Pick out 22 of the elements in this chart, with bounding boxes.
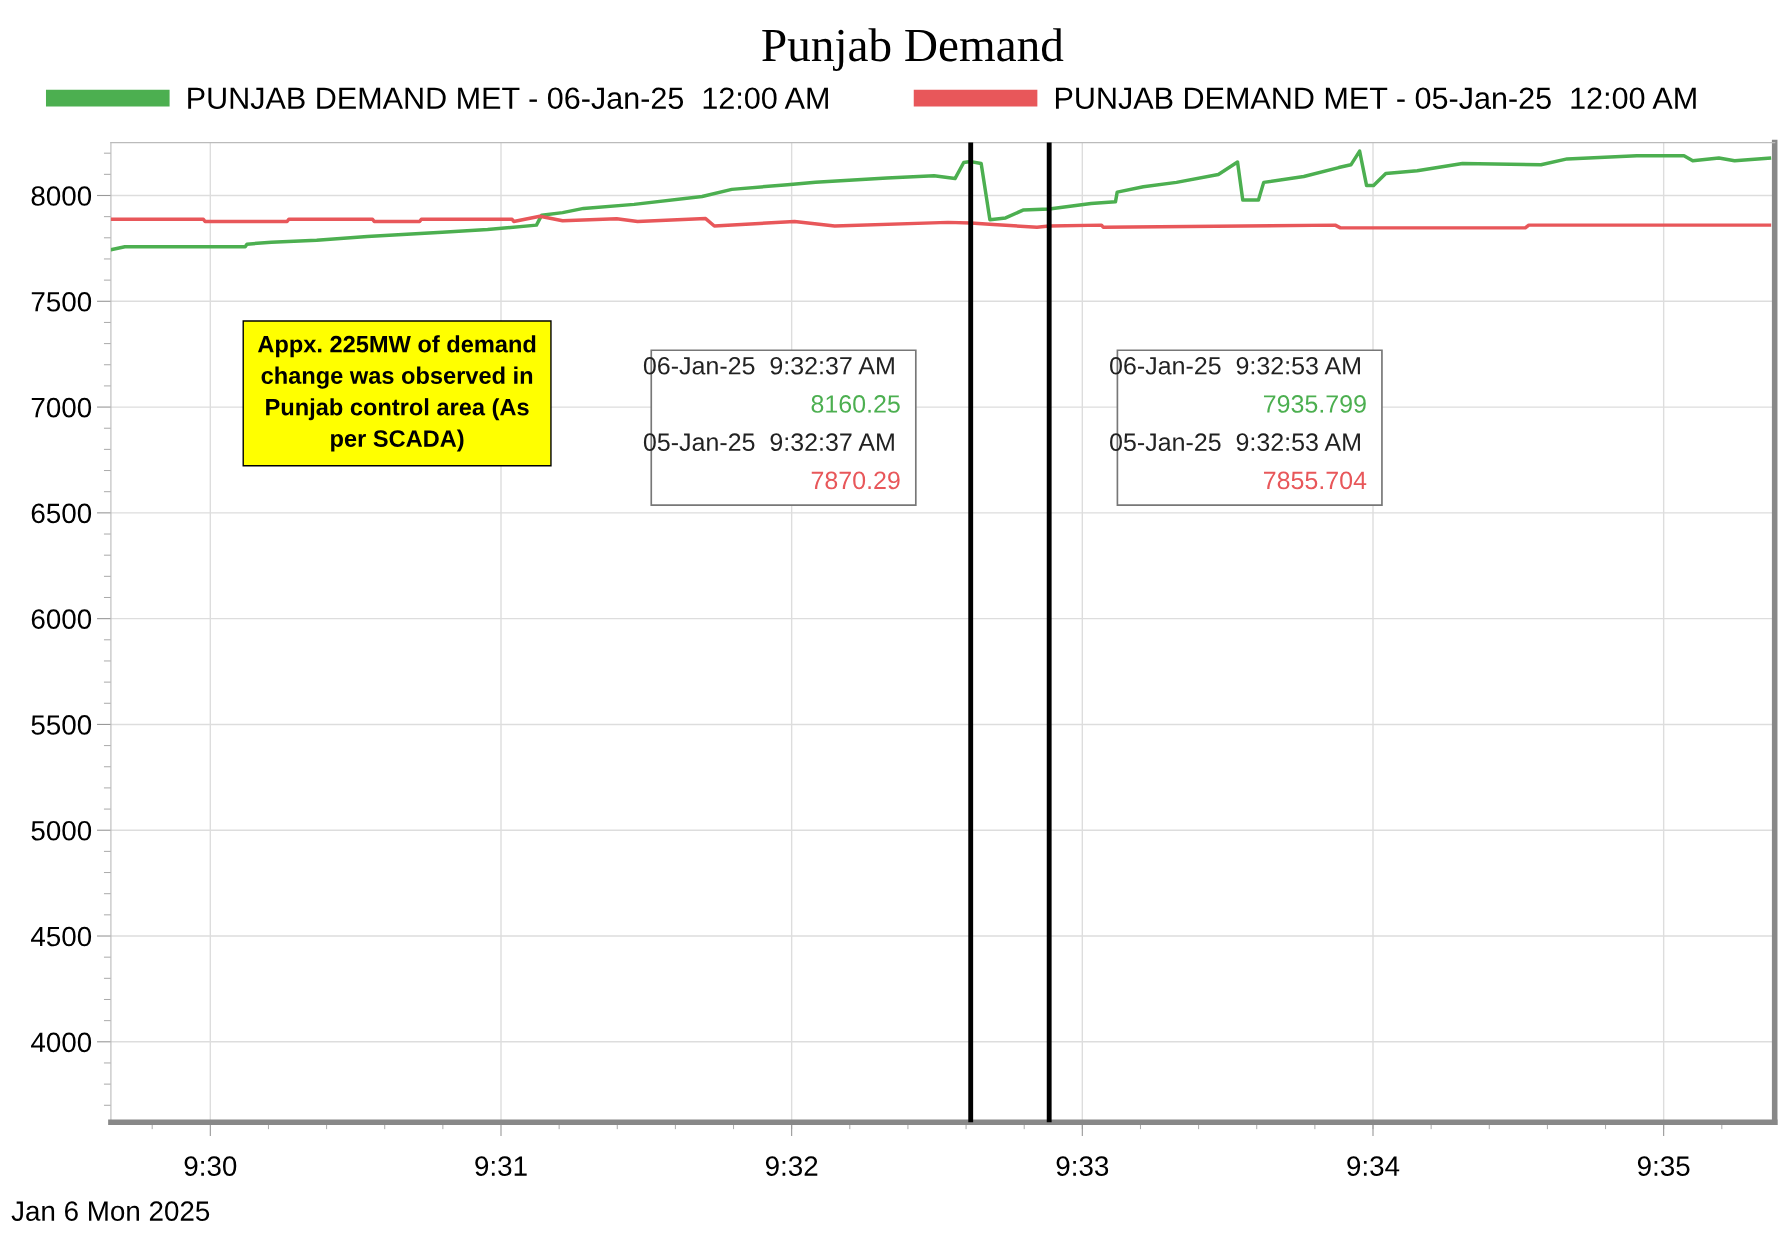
x-tick-label: 9:34 bbox=[1347, 1156, 1400, 1176]
chart-title: Punjab Demand bbox=[762, 28, 1064, 72]
y-tick-label: 6000 bbox=[31, 609, 92, 629]
x-tick-label: 9:32 bbox=[765, 1156, 818, 1176]
legend-label: PUNJAB DEMAND MET - 05-Jan-25 12:00 AM bbox=[1055, 87, 1696, 110]
legend-label: PUNJAB DEMAND MET - 06-Jan-25 12:00 AM bbox=[188, 87, 828, 110]
y-tick-label: 4000 bbox=[31, 1032, 92, 1053]
y-tick-label: 8000 bbox=[31, 186, 92, 206]
line-series bbox=[110, 149, 1772, 252]
y-tick-label: 6500 bbox=[31, 503, 92, 524]
x-tick-label: 9:35 bbox=[1637, 1156, 1690, 1176]
x-axis-title: Jan 6 Mon 2025 bbox=[11, 1201, 210, 1221]
x-tick-label: 9:31 bbox=[475, 1156, 527, 1176]
x-tick-label: 9:33 bbox=[1056, 1156, 1109, 1176]
line-series bbox=[110, 214, 1772, 230]
y-tick-label: 7000 bbox=[31, 397, 92, 418]
x-tick-label: 9:30 bbox=[184, 1156, 237, 1176]
y-tick-label: 7500 bbox=[31, 291, 92, 312]
y-tick-label: 5000 bbox=[31, 820, 92, 841]
y-tick-label: 4500 bbox=[31, 926, 92, 947]
y-tick-label: 5500 bbox=[31, 715, 92, 735]
annotation: Appx. 225MW of demand change was observed in Punjab control area (As per SCADA) bbox=[257, 335, 536, 452]
